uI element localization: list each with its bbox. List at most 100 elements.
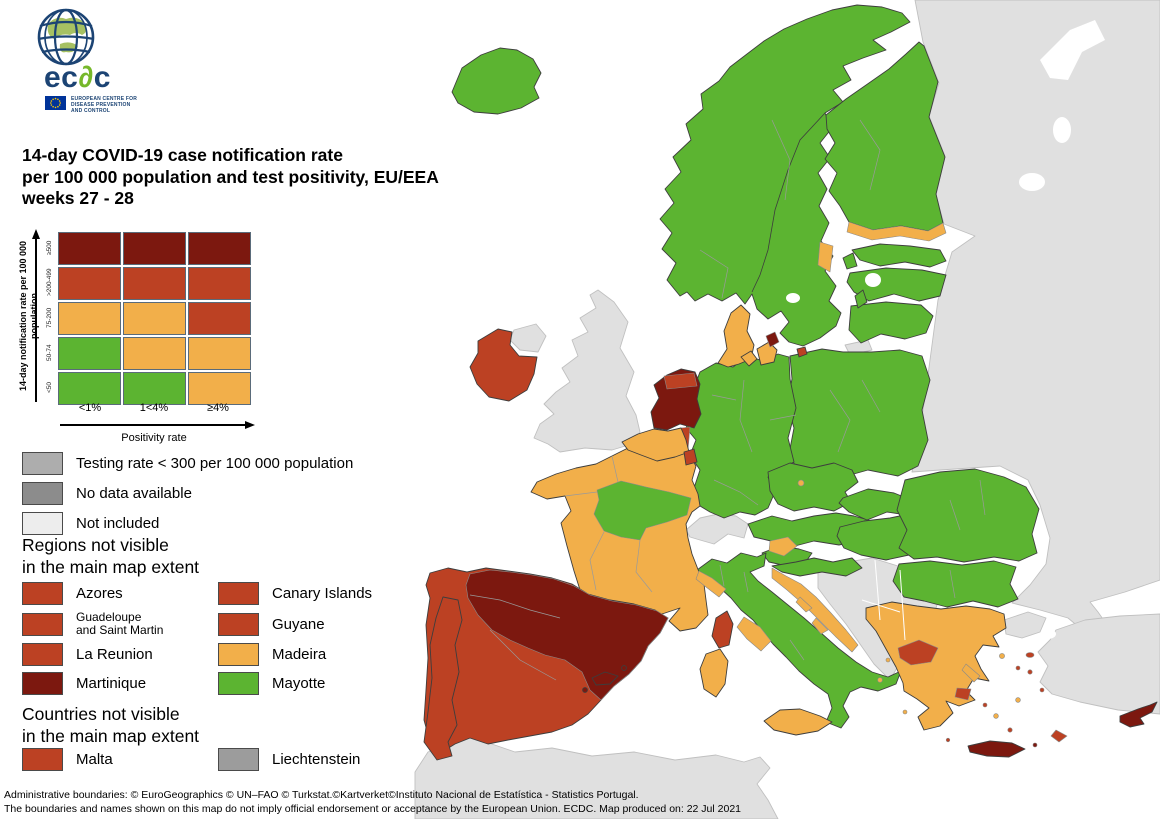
island-kefalonia xyxy=(877,677,883,683)
countries-legend: Malta Liechtenstein xyxy=(22,748,360,771)
legend-swatch xyxy=(218,748,259,771)
region-lazio xyxy=(736,616,772,652)
regions-heading-line-1: Regions not visible xyxy=(22,535,169,555)
matrix-cell-red xyxy=(58,267,121,300)
countries-heading-line-2: in the main map extent xyxy=(22,726,200,746)
border-germany-2 xyxy=(711,394,737,401)
island-aegean-3 xyxy=(993,713,999,719)
legend-item: Madeira xyxy=(218,643,372,666)
matrix-cell-orange xyxy=(123,302,186,335)
region-finland-south-coast xyxy=(846,221,947,242)
matrix-row: >200-499 xyxy=(43,267,251,300)
country-turkey-anatolia xyxy=(1037,613,1160,715)
legend-label: Azores xyxy=(76,585,123,602)
org-line: EUROPEAN CENTRE FOR xyxy=(71,96,138,102)
country-iceland xyxy=(451,47,542,115)
island-rhodes xyxy=(1050,729,1068,743)
country-slovakia xyxy=(838,488,915,521)
ecdc-globe-icon xyxy=(37,8,95,66)
island-chios xyxy=(1015,665,1021,671)
matrix-x-axis-arrow xyxy=(60,420,255,429)
border-france-1 xyxy=(611,455,619,483)
country-bulgaria xyxy=(892,560,1019,608)
matrix-cell-orange xyxy=(188,372,251,405)
border-poland-1 xyxy=(829,389,851,453)
country-cyprus xyxy=(1119,701,1158,728)
country-ireland xyxy=(469,328,538,402)
ecdc-delta-glyph: ∂ xyxy=(78,61,94,94)
border-france-4 xyxy=(635,539,653,593)
legend-item: Azores xyxy=(22,582,218,605)
island-sardinia xyxy=(699,648,729,698)
matrix-cell-darkred xyxy=(58,232,121,265)
border-norway-sweden xyxy=(751,112,826,293)
rate-positivity-matrix: 14-day notification rate per 100 000 pop… xyxy=(18,229,268,444)
island-gotland xyxy=(854,289,868,309)
status-legend: Testing rate < 300 per 100 000 populatio… xyxy=(22,452,353,535)
benelux-denmark xyxy=(621,304,808,466)
border-norway-county xyxy=(699,249,729,299)
border-romania-2 xyxy=(979,479,986,516)
regional-borders xyxy=(469,112,986,681)
matrix-col-label: ≥4% xyxy=(207,402,229,414)
italy-patches xyxy=(695,570,833,736)
legend-swatch xyxy=(218,672,259,695)
region-prague xyxy=(797,479,805,487)
border-spain-1 xyxy=(469,594,561,619)
legend-item: Guyane xyxy=(218,611,372,637)
border-germany-4 xyxy=(713,479,759,506)
island-karpathos xyxy=(1032,742,1038,748)
lake-onega xyxy=(1053,117,1071,143)
matrix-cell-green xyxy=(123,372,186,405)
matrix-row: ≥500 xyxy=(43,232,251,265)
matrix-row: 50-74 xyxy=(43,337,251,370)
country-france xyxy=(530,441,734,649)
matrix-cell-green xyxy=(58,337,121,370)
island-ionian-1 xyxy=(885,657,891,663)
region-denmark-funen xyxy=(740,350,758,367)
border-balkans-1 xyxy=(874,559,881,621)
legend-item: No data available xyxy=(22,482,353,505)
ecdc-wordmark: ec∂c xyxy=(44,61,111,94)
island-sicily xyxy=(763,708,833,736)
country-norway-sweden xyxy=(659,4,911,347)
region-sweden-gavle-coast xyxy=(817,241,834,273)
legend-label: Martinique xyxy=(76,675,147,692)
legend-item: Liechtenstein xyxy=(218,748,360,771)
greece-region xyxy=(865,601,1158,758)
title-line-3: weeks 27 - 28 xyxy=(22,188,134,208)
legend-item: Malta xyxy=(22,748,218,771)
island-mallorca xyxy=(591,671,619,686)
region-france-centre-bourgogne xyxy=(593,480,692,541)
country-romania xyxy=(896,468,1040,563)
region-greece-epirus-thessaly xyxy=(897,639,939,666)
legend-item: Not included xyxy=(22,512,353,535)
island-aegean-2 xyxy=(1015,697,1021,703)
legend-swatch xyxy=(218,643,259,666)
org-line: DISEASE PREVENTION xyxy=(71,101,131,108)
legend-swatch xyxy=(22,672,63,695)
white-sea xyxy=(1040,20,1105,80)
matrix-row-label: 75-200 xyxy=(46,307,53,328)
matrix-cells: ≥500 >200-499 75-200 50-74 <50 xyxy=(43,232,251,407)
region-denmark-jutland xyxy=(717,304,755,368)
island-kythera xyxy=(945,737,951,743)
map-footer: Administrative boundaries: © EuroGeograp… xyxy=(4,789,741,816)
matrix-row-label: >200-499 xyxy=(46,268,53,297)
matrix-row-label: 50-74 xyxy=(46,344,53,361)
legend-swatch xyxy=(218,612,259,636)
countries-heading-line-1: Countries not visible xyxy=(22,704,180,724)
legend-swatch xyxy=(22,643,63,666)
island-corsica xyxy=(711,610,734,649)
country-portugal xyxy=(423,596,463,761)
legend-swatch xyxy=(22,452,63,475)
border-france-2 xyxy=(564,491,598,497)
eu-flag-icon xyxy=(45,96,66,110)
region-austria-slovenia-border-orange xyxy=(768,536,798,557)
matrix-row: <50 xyxy=(43,372,251,405)
matrix-cell-darkred xyxy=(123,232,186,265)
region-spain-north-east xyxy=(465,569,669,701)
matrix-cell-red xyxy=(188,267,251,300)
country-lithuania xyxy=(848,301,934,344)
